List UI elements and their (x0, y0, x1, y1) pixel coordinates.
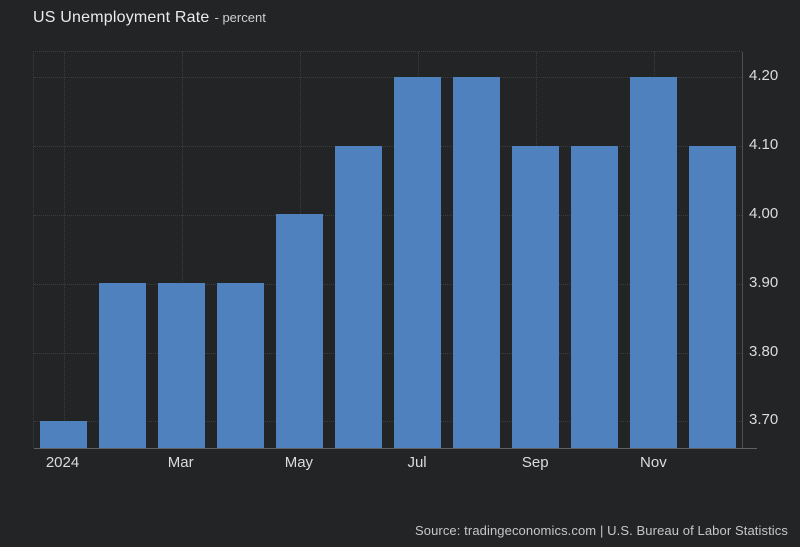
bar-slot (329, 52, 388, 448)
bar-jan-2024[interactable] (40, 420, 87, 448)
bar-oct-2024[interactable] (571, 145, 618, 448)
plot-area (33, 51, 757, 449)
y-axis-line (742, 52, 743, 448)
bar-slot (565, 52, 624, 448)
bar-aug-2024[interactable] (453, 76, 500, 448)
chart-subtitle: - percent (214, 10, 266, 25)
bar-sep-2024[interactable] (512, 145, 559, 448)
bar-apr-2024[interactable] (217, 283, 264, 448)
bar-slot (270, 52, 329, 448)
bar-jul-2024[interactable] (394, 76, 441, 448)
bar-mar-2024[interactable] (158, 283, 205, 448)
bar-may-2024[interactable] (276, 214, 323, 448)
x-gridline-mar (181, 52, 183, 448)
bar-slot (624, 52, 683, 448)
bars-layer (34, 52, 742, 448)
y-tick-label-3.80: 3.80 (749, 342, 779, 360)
chart-header: US Unemployment Rate - percent (33, 9, 266, 27)
y-gridline-4.20 (34, 76, 742, 78)
bar-slot (211, 52, 270, 448)
x-tick-label-may: May (284, 454, 314, 471)
bar-slot (447, 52, 506, 448)
bar-jun-2024[interactable] (335, 145, 382, 448)
x-tick-label-sep: Sep (521, 454, 549, 471)
x-gridline-2024 (63, 52, 65, 448)
y-tick-label-4.20: 4.20 (749, 66, 779, 84)
y-gridline-3.80 (34, 352, 742, 354)
x-tick-label-mar: Mar (167, 454, 194, 471)
y-gridline-4.10 (34, 145, 742, 147)
bar-slot (388, 52, 447, 448)
bar-dec-2024[interactable] (689, 145, 736, 448)
y-tick-label-3.90: 3.90 (749, 273, 779, 291)
bar-nov-2024[interactable] (630, 76, 677, 448)
x-tick-label-nov: Nov (640, 454, 667, 471)
y-tick-label-3.70: 3.70 (749, 411, 779, 429)
bar-feb-2024[interactable] (99, 283, 146, 448)
bar-slot (152, 52, 211, 448)
y-tick-label-4.10: 4.10 (749, 135, 779, 153)
y-tick-label-4.00: 4.00 (749, 204, 779, 222)
source-attribution: Source: tradingeconomics.com | U.S. Bure… (414, 523, 788, 538)
chart-title: US Unemployment Rate (33, 9, 210, 26)
bar-slot (93, 52, 152, 448)
x-tick-label-2024: 2024 (45, 454, 80, 471)
x-tick-label-jul: Jul (407, 454, 427, 471)
x-axis-line (34, 448, 757, 449)
bar-slot (683, 52, 742, 448)
y-gridline-3.70 (34, 421, 742, 423)
y-gridline-3.90 (34, 283, 742, 285)
bar-slot (506, 52, 565, 448)
y-gridline-4.00 (34, 214, 742, 216)
bar-slot (34, 52, 93, 448)
